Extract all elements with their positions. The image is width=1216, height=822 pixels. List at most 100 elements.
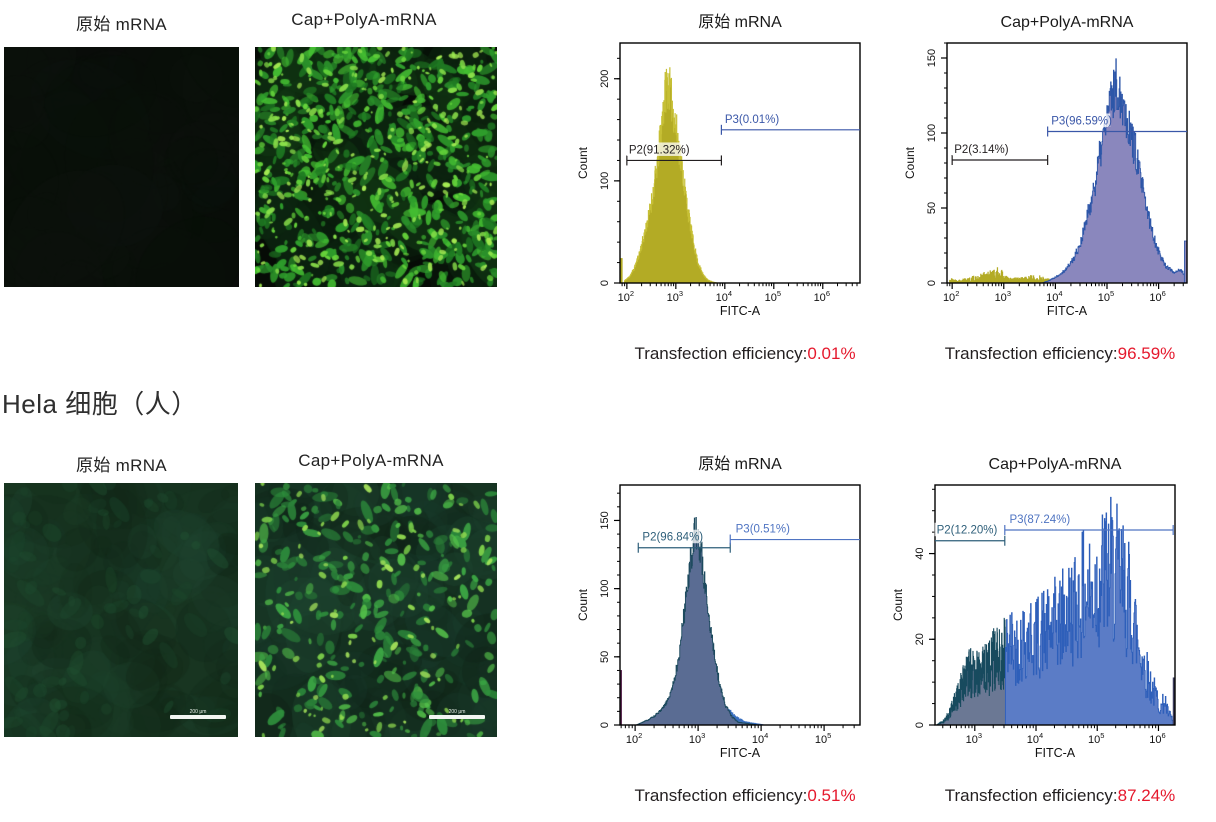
- flow-histogram-original-mrna-row1: 原始 mRNA 102 103 104 105 106 FITC-A 0 100 200 Count…: [565, 5, 875, 327]
- efficiency-label: Transfection efficiency:: [944, 786, 1118, 805]
- micro-label-cap-polya-mrna-row2: Cap+PolyA-mRNA: [298, 451, 444, 470]
- y-axis-label: Count: [576, 588, 590, 621]
- x-tick-label: 102: [943, 289, 959, 304]
- micro-image-cap-polya-mrna-row1: [255, 47, 497, 287]
- y-tick-label: 150: [926, 49, 938, 67]
- histogram-untransfected: [635, 516, 759, 726]
- x-axis-label: FITC-A: [1047, 304, 1088, 318]
- efficiency-caption: Transfection efficiency:0.01%: [590, 344, 900, 364]
- fluorescence-image: [4, 47, 239, 287]
- x-tick-label: 105: [765, 289, 781, 304]
- fluorescence-image: [255, 483, 497, 737]
- y-axis-label: Count: [903, 146, 917, 179]
- gate-label-P3: P3(0.01%): [725, 114, 780, 126]
- x-tick-label: 102: [618, 289, 634, 304]
- fluorescence-image: [255, 47, 497, 287]
- y-tick-label: 20: [914, 633, 926, 645]
- histogram-debris: [949, 267, 1059, 284]
- efficiency-value: 0.51%: [807, 786, 856, 805]
- flow-histogram-cap-polya-mrna-row1: Cap+PolyA-mRNA 102 103 104 105 106 FITC-A 0 50 10…: [892, 5, 1202, 327]
- histogram-negative: [936, 617, 1007, 726]
- gate-label-P2: P2(91.32%): [629, 144, 690, 156]
- x-tick-label: 105: [1098, 289, 1114, 304]
- y-tick-label: 100: [599, 579, 611, 597]
- efficiency-value: 0.01%: [807, 344, 856, 363]
- efficiency-label: Transfection efficiency:: [634, 344, 808, 363]
- y-axis-label: Count: [891, 588, 905, 621]
- flow-histogram-svg: 原始 mRNA 102 103 104 105 FITC-A 0 50 100 150 Count P…: [576, 455, 861, 760]
- x-axis-label: FITC-A: [1035, 746, 1076, 760]
- section-heading-hela-cells: Hela 细胞（人）: [2, 389, 198, 419]
- gate-label-bg: [952, 142, 1008, 156]
- y-tick-label: 150: [599, 511, 611, 529]
- efficiency-caption: Transfection efficiency:96.59%: [905, 344, 1215, 364]
- efficiency-caption: Transfection efficiency:0.51%: [590, 786, 900, 806]
- gate-label-bg: [640, 529, 702, 544]
- gate-label-P2: P2(12.20%): [937, 525, 998, 537]
- x-axis-label: FITC-A: [720, 304, 761, 318]
- micro-label-original-mrna-row2: 原始 mRNA: [76, 456, 167, 475]
- gate-label-bg: [934, 522, 996, 537]
- flow-histogram-original-mrna-row2: 原始 mRNA 102 103 104 105 FITC-A 0 50 100 150 Count P…: [565, 447, 875, 769]
- x-tick-label: 102: [626, 731, 642, 746]
- flow-histogram-svg: 原始 mRNA 102 103 104 105 106 FITC-A 0 100 200 Count…: [576, 13, 861, 318]
- plot-frame: [934, 484, 1176, 726]
- x-tick-label: 106: [1149, 731, 1165, 746]
- scale-bar: 200 μm: [170, 709, 226, 719]
- y-tick-label: 100: [599, 172, 611, 190]
- y-tick-label: 40: [914, 547, 926, 559]
- y-tick-label: 0: [926, 280, 938, 286]
- flow-histogram-svg: Cap+PolyA-mRNA 102 103 104 105 106 FITC-A 0 50 10…: [903, 14, 1188, 318]
- micro-image-original-mrna-row1: [4, 47, 239, 287]
- plot-title: 原始 mRNA: [698, 455, 782, 473]
- x-tick-label: 103: [966, 731, 982, 746]
- efficiency-value: 96.59%: [1117, 344, 1176, 363]
- efficiency-value: 87.24%: [1117, 786, 1176, 805]
- efficiency-label: Transfection efficiency:: [634, 786, 808, 805]
- plot-title: Cap+PolyA-mRNA: [989, 456, 1122, 473]
- x-tick-label: 104: [716, 289, 732, 304]
- scale-bar: 200 μm: [429, 709, 485, 719]
- gate-label-P3: P3(87.24%): [1009, 514, 1070, 526]
- micro-image-original-mrna-row2: 200 μm: [4, 483, 238, 737]
- x-tick-label: 105: [815, 731, 831, 746]
- gate-label-bg: [722, 111, 778, 126]
- plot-frame: [619, 484, 861, 726]
- micro-label-cap-polya-mrna-row1: Cap+PolyA-mRNA: [291, 10, 437, 29]
- x-tick-label: 103: [689, 731, 705, 746]
- gate-label-P2: P2(3.14%): [954, 144, 1009, 156]
- y-tick-label: 100: [926, 124, 938, 142]
- scale-bar-line: [170, 715, 226, 719]
- x-tick-label: 103: [667, 289, 683, 304]
- efficiency-label: Transfection efficiency:: [944, 344, 1118, 363]
- x-tick-label: 104: [752, 731, 768, 746]
- histogram-transfected: [1004, 496, 1174, 726]
- y-tick-label: 50: [599, 651, 611, 663]
- flow-histogram-svg: Cap+PolyA-mRNA 103 104 105 106 FITC-A 0 20 40 Cou…: [891, 456, 1176, 760]
- micro-label-original-mrna-row1: 原始 mRNA: [76, 15, 167, 34]
- y-tick-label: 0: [914, 722, 926, 728]
- x-tick-label: 105: [1088, 731, 1104, 746]
- micro-image-cap-polya-mrna-row2: 200 μm: [255, 483, 497, 737]
- plot-title: 原始 mRNA: [698, 13, 782, 31]
- scale-bar-label: 200 μm: [189, 709, 207, 715]
- x-tick-label: 104: [1027, 731, 1043, 746]
- x-tick-label: 104: [1046, 289, 1062, 304]
- gate-label-P3: P3(0.51%): [736, 524, 791, 536]
- y-tick-label: 0: [599, 280, 611, 286]
- histogram-transfected: [1042, 58, 1185, 284]
- y-tick-label: 0: [599, 722, 611, 728]
- efficiency-caption: Transfection efficiency:87.24%: [905, 786, 1215, 806]
- histogram-untransfected: [623, 67, 718, 284]
- flow-histogram-cap-polya-mrna-row2: Cap+PolyA-mRNA 103 104 105 106 FITC-A 0 20 40 Cou…: [880, 447, 1190, 769]
- scale-bar-line: [429, 715, 485, 719]
- scale-bar-label: 200 μm: [448, 709, 466, 715]
- plot-title: Cap+PolyA-mRNA: [1001, 14, 1134, 31]
- gate-label-bg: [733, 521, 789, 536]
- gate-label-P3: P3(96.59%): [1051, 116, 1112, 128]
- x-axis-label: FITC-A: [720, 746, 761, 760]
- y-axis-label: Count: [576, 146, 590, 179]
- gate-label-bg: [1049, 113, 1111, 127]
- x-tick-label: 106: [814, 289, 830, 304]
